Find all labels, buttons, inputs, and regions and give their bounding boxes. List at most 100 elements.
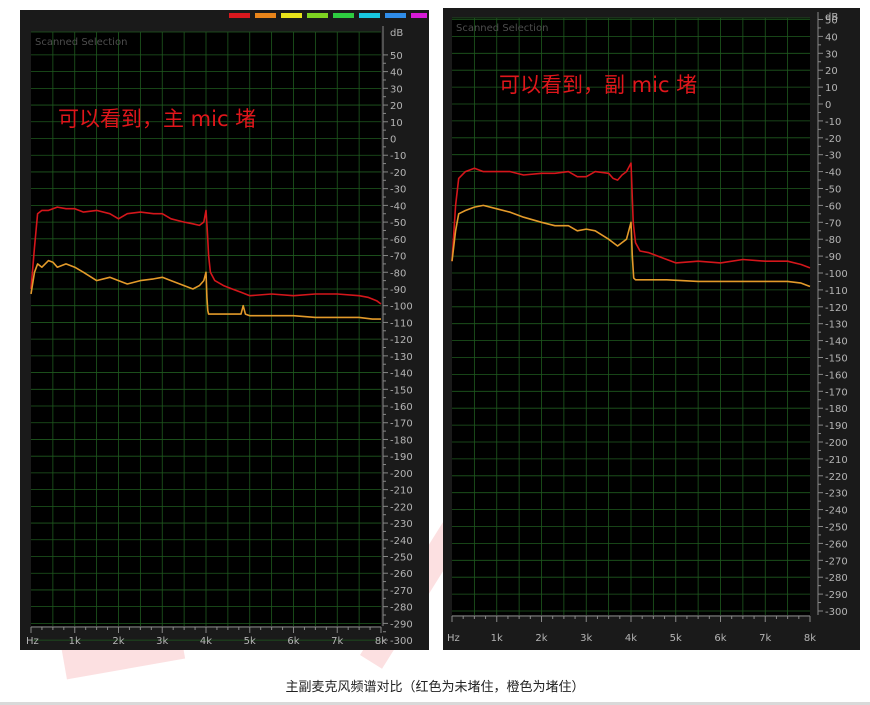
y-tick-label: 0 — [390, 135, 396, 146]
palette-swatch-8[interactable] — [411, 13, 427, 18]
x-tick-label: 4k — [625, 633, 637, 644]
y-tick-label: -240 — [390, 536, 413, 547]
y-tick-label: -200 — [390, 469, 413, 480]
y-tick-label: -150 — [825, 354, 848, 365]
y-tick-label: 50 — [390, 51, 403, 62]
palette-swatch-3[interactable] — [281, 13, 302, 18]
x-tick-label: 1k — [491, 633, 503, 644]
y-tick-label: -220 — [825, 472, 848, 483]
y-tick-label: -10 — [390, 151, 406, 162]
y-tick-label: -230 — [825, 489, 848, 500]
y-tick-label: -90 — [390, 285, 406, 296]
y-tick-label: -260 — [390, 569, 413, 580]
spectrum-chart-secondary-mic: 50 40 30 20 10 0 -10 -20 -30 -40 -50 -60 -70 -80 -90 -1… — [447, 12, 848, 644]
x-tick-label: 4k — [200, 636, 212, 647]
y-tick-label: -250 — [390, 553, 413, 564]
x-tick-label: 8k — [375, 636, 387, 647]
y-tick-label: 20 — [390, 101, 403, 112]
y-tick-label: -60 — [825, 201, 841, 212]
panel-label: Scanned Selection — [35, 37, 127, 48]
y-tick-label: -50 — [390, 218, 406, 229]
palette-swatch-7[interactable] — [385, 13, 406, 18]
series-line-red — [451, 162, 811, 269]
palette-swatch-4[interactable] — [307, 13, 328, 18]
y-tick-label: -190 — [825, 421, 848, 432]
y-tick-label: -280 — [825, 573, 848, 584]
y-tick-label: 30 — [390, 84, 403, 95]
y-tick-label: -150 — [390, 385, 413, 396]
x-tick-label: 2k — [112, 636, 124, 647]
spectrum-panel-secondary-mic: 50 40 30 20 10 0 -10 -20 -30 -40 -50 -60 -70 -80 -90 -1… — [443, 8, 860, 650]
y-tick-label: -40 — [825, 168, 841, 179]
x-tick-label: 5k — [244, 636, 256, 647]
palette-swatch-6[interactable] — [359, 13, 380, 18]
y-tick-label: -80 — [825, 235, 841, 246]
y-tick-label: -160 — [390, 402, 413, 413]
color-palette-strip — [229, 13, 427, 18]
y-tick-label: -40 — [390, 201, 406, 212]
y-tick-label: -100 — [825, 269, 848, 280]
x-unit-label: Hz — [447, 633, 460, 644]
x-tick-label: 8k — [804, 633, 816, 644]
y-tick-label: -20 — [390, 168, 406, 179]
y-tick-label: 40 — [390, 68, 403, 79]
y-tick-label: -290 — [390, 619, 413, 630]
palette-swatch-1[interactable] — [229, 13, 250, 18]
x-tick-label: 7k — [759, 633, 771, 644]
y-unit-label: dB — [390, 28, 403, 39]
y-tick-label: -60 — [390, 235, 406, 246]
y-tick-label: 20 — [825, 66, 838, 77]
y-tick-label: -200 — [825, 438, 848, 449]
y-tick-label: -220 — [390, 502, 413, 513]
y-tick-label: -170 — [390, 419, 413, 430]
y-tick-label: -90 — [825, 252, 841, 263]
y-tick-label: -110 — [390, 318, 413, 329]
chart-annotation: 可以看到，主 mic 堵 — [58, 107, 256, 131]
y-tick-label: -30 — [825, 151, 841, 162]
x-tick-label: 7k — [331, 636, 343, 647]
y-tick-label: -230 — [390, 519, 413, 530]
panel-label: Scanned Selection — [456, 23, 548, 34]
y-tick-label: -120 — [825, 303, 848, 314]
chart-annotation: 可以看到，副 mic 堵 — [499, 73, 697, 97]
y-tick-label: -110 — [825, 286, 848, 297]
y-tick-label: 40 — [825, 32, 838, 43]
y-tick-label: -180 — [825, 404, 848, 415]
y-tick-label: -300 — [825, 607, 848, 618]
y-tick-label: -180 — [390, 435, 413, 446]
y-tick-label: -80 — [390, 268, 406, 279]
y-tick-label: -190 — [390, 452, 413, 463]
y-tick-label: -250 — [825, 523, 848, 534]
y-tick-label: -280 — [390, 603, 413, 614]
y-tick-label: -210 — [825, 455, 848, 466]
y-tick-label: -20 — [825, 134, 841, 145]
y-tick-label: -300 — [390, 636, 413, 647]
y-tick-label: -170 — [825, 387, 848, 398]
x-tick-label: 3k — [580, 633, 592, 644]
y-tick-label: 50 — [825, 16, 838, 27]
x-tick-label: 1k — [69, 636, 81, 647]
y-tick-label: -130 — [825, 320, 848, 331]
y-tick-label: 30 — [825, 49, 838, 60]
y-tick-label: -240 — [825, 506, 848, 517]
y-tick-label: -130 — [390, 352, 413, 363]
y-tick-label: -210 — [390, 486, 413, 497]
series-line-orange — [30, 259, 381, 320]
palette-swatch-5[interactable] — [333, 13, 354, 18]
y-tick-label: -70 — [825, 218, 841, 229]
y-tick-label: 10 — [825, 83, 838, 94]
bottom-divider — [0, 702, 870, 705]
x-tick-label: 2k — [535, 633, 547, 644]
y-tick-label: -70 — [390, 252, 406, 263]
x-tick-label: 6k — [287, 636, 299, 647]
y-tick-label: -50 — [825, 185, 841, 196]
palette-swatch-2[interactable] — [255, 13, 276, 18]
x-tick-label: 3k — [156, 636, 168, 647]
spectrum-panel-main-mic: 50 40 30 20 10 0 -10 -20 -30 -40 -50 -60 -70 -80 -90 -1… — [20, 10, 429, 650]
y-tick-label: 0 — [825, 100, 831, 111]
y-tick-label: -140 — [825, 337, 848, 348]
y-tick-label: -10 — [825, 117, 841, 128]
y-tick-label: -100 — [390, 302, 413, 313]
figure-caption: 主副麦克风频谱对比（红色为未堵住，橙色为堵住） — [285, 680, 585, 695]
x-tick-label: 6k — [714, 633, 726, 644]
